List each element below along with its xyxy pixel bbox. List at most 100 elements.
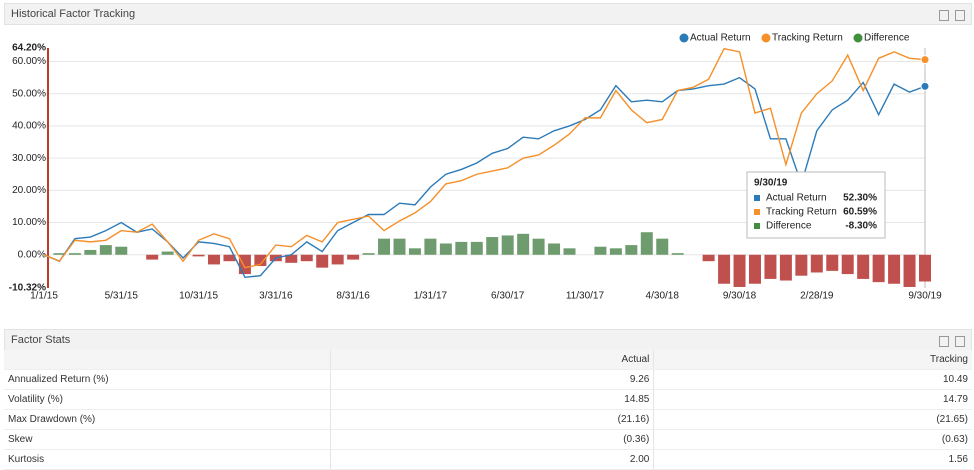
legend-label: Tracking Return (772, 33, 843, 44)
table-cell: Annualized Return (%) (8, 374, 109, 385)
bar (486, 237, 499, 255)
table-row: Max Drawdown (%) (21.16) (21.65) (4, 410, 972, 430)
bar (331, 254, 344, 265)
table-cell: 10.49 (653, 370, 972, 389)
bar (285, 254, 298, 263)
bar (718, 254, 731, 284)
y-tick-label: 64.20% (12, 43, 46, 54)
y-tick-label: 60.00% (12, 56, 46, 67)
bar (99, 245, 112, 255)
bar (146, 254, 159, 260)
bar (857, 254, 870, 279)
bar (254, 254, 267, 267)
table-cell: Skew (8, 434, 33, 445)
tooltip-value: 60.59% (843, 207, 877, 218)
bar (872, 254, 885, 283)
y-tick-label: 50.00% (12, 88, 46, 99)
table-cell: Max Drawdown (%) (8, 414, 96, 425)
table-cell: (0.36) (329, 430, 654, 449)
bar (656, 238, 669, 255)
tooltip-name: Difference (766, 221, 812, 232)
bar (223, 254, 236, 262)
tooltip: 9/30/19 Actual Return 52.30% Tracking Retur… (746, 171, 886, 239)
table-cell: 14.79 (653, 390, 972, 409)
table-cell: 2.00 (329, 450, 654, 469)
table-row: Kurtosis 2.00 1.56 (4, 450, 972, 470)
bar (563, 248, 576, 255)
bar (439, 243, 452, 255)
bar (841, 254, 854, 275)
tooltip-title: 9/30/19 (754, 178, 788, 189)
panel-icons[interactable] (933, 8, 965, 28)
tooltip-value: -8.30% (845, 221, 877, 232)
bar (501, 235, 514, 255)
bar (408, 248, 421, 255)
bar (84, 249, 97, 255)
bar (362, 253, 375, 255)
bar (733, 254, 746, 287)
table-header: Actual Tracking (4, 350, 972, 370)
column-header: Actual (329, 350, 654, 369)
tooltip-marker (754, 195, 760, 201)
bar (609, 248, 622, 255)
x-tick-label: 1/1/15 (30, 291, 58, 302)
legend-marker (761, 33, 771, 43)
x-tick-label: 9/30/19 (908, 291, 942, 302)
tooltip-name: Tracking Return (766, 207, 837, 218)
bar (316, 254, 329, 268)
bar (300, 254, 313, 262)
bar (68, 253, 81, 255)
table-cell: 14.85 (329, 390, 654, 409)
x-tick-label: 3/31/16 (259, 291, 293, 302)
table-row: Annualized Return (%) 9.26 10.49 (4, 370, 972, 390)
chart-panel-header: Historical Factor Tracking (4, 3, 972, 25)
x-tick-label: 1/31/17 (414, 291, 448, 302)
bar (455, 241, 468, 255)
bar (594, 246, 607, 255)
legend-label: Difference (864, 33, 910, 44)
bar (424, 238, 437, 255)
panel-title: Factor Stats (11, 334, 71, 346)
stats-panel-header: Factor Stats (4, 329, 972, 351)
table-cell: (0.63) (653, 430, 972, 449)
bar (640, 232, 653, 255)
bar (671, 253, 684, 255)
x-tick-label: 11/30/17 (566, 291, 605, 302)
bar (625, 245, 638, 255)
legend-marker (853, 33, 863, 43)
x-tick-label: 5/31/15 (105, 291, 139, 302)
bar (378, 238, 391, 255)
bar (393, 238, 406, 255)
panel-title: Historical Factor Tracking (11, 8, 136, 20)
table-cell: Kurtosis (8, 454, 45, 465)
bar (517, 233, 530, 255)
bar (548, 243, 561, 255)
tooltip-marker (754, 209, 760, 215)
end-point (920, 81, 930, 91)
bar (888, 254, 901, 284)
table-cell: Volatility (%) (8, 394, 64, 405)
bar (192, 254, 205, 257)
y-tick-label: 0.00% (18, 249, 46, 260)
chart: -10.32% 0.00% 10.00% 20.00% 30.00% 40.00% 50.0… (9, 33, 942, 302)
bar (470, 241, 483, 255)
y-tick-label: 30.00% (12, 153, 46, 164)
y-tick-label: 20.00% (12, 185, 46, 196)
bar (826, 254, 839, 271)
column-header: Tracking (653, 350, 972, 369)
bar (115, 246, 128, 255)
table-cell: 9.26 (329, 370, 654, 389)
y-tick-label: -10.32% (9, 283, 46, 294)
bar (161, 251, 174, 255)
tooltip-box (746, 171, 886, 239)
table-cell: (21.65) (653, 410, 972, 429)
panel-icons[interactable] (933, 334, 965, 354)
tooltip-value: 52.30% (843, 193, 877, 204)
x-tick-label: 10/31/15 (179, 291, 218, 302)
line (43, 47, 926, 269)
bar (238, 254, 251, 275)
x-tick-label: 2/28/19 (800, 291, 834, 302)
x-tick-label: 9/30/18 (723, 291, 757, 302)
legend-label: Actual Return (690, 33, 751, 44)
